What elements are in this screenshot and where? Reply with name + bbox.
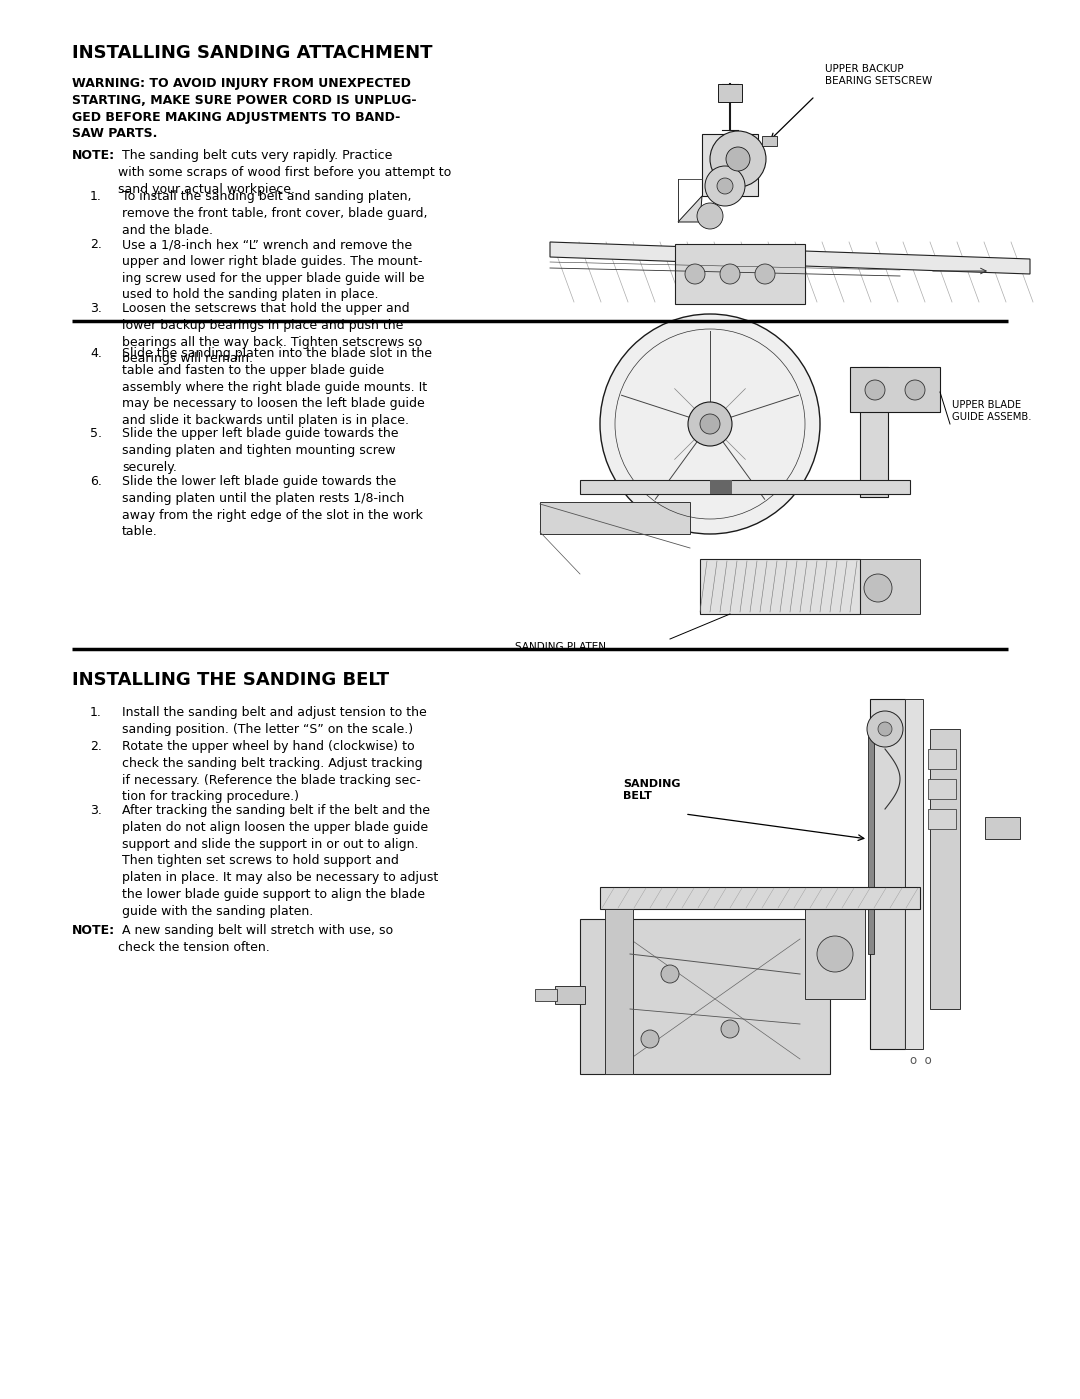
Text: NOTE:: NOTE: [72,150,116,162]
Bar [535,989,557,1002]
Text: o  o: o o [910,1053,932,1067]
Circle shape [705,166,745,206]
Bar [675,243,805,304]
Bar [600,887,920,909]
Bar [855,560,920,614]
Bar [928,748,956,769]
Circle shape [867,711,903,747]
Text: 4.: 4. [90,347,102,360]
Bar [870,700,905,1049]
Circle shape [864,574,892,602]
Text: Rotate the upper wheel by hand (clockwise) to
check the sanding belt tracking. A: Rotate the upper wheel by hand (clockwis… [122,740,422,803]
Text: SANDING
BELT: SANDING BELT [623,779,680,802]
Text: INSTALLING SANDING ATTACHMENT: INSTALLING SANDING ATTACHMENT [72,43,432,62]
Bar [850,367,940,411]
Bar [905,700,923,1049]
Text: 2.: 2. [90,740,102,753]
Text: 5.: 5. [90,427,102,441]
Text: To install the sanding belt and sanding platen,
remove the front table, front co: To install the sanding belt and sanding … [122,190,428,236]
Polygon shape [550,242,1030,274]
Bar [580,919,831,1074]
Bar [605,909,633,1074]
Text: 3.: 3. [90,302,102,315]
Circle shape [755,264,775,284]
Circle shape [685,264,705,284]
Text: Loosen the setscrews that hold the upper and
lower backup bearings in place and : Loosen the setscrews that hold the upper… [122,302,422,365]
Bar [805,909,865,999]
Circle shape [642,1030,659,1048]
Circle shape [661,965,679,983]
Bar [860,367,888,497]
Text: Use a 1/8-inch hex “L” wrench and remove the
upper and lower right blade guides.: Use a 1/8-inch hex “L” wrench and remove… [122,238,424,301]
Bar [555,986,585,1004]
Circle shape [720,264,740,284]
Text: 1.: 1. [90,706,102,719]
Circle shape [721,1020,739,1038]
Bar [930,729,960,1009]
Circle shape [905,381,924,400]
Bar [718,84,742,102]
Text: After tracking the sanding belt if the belt and the
platen do not align loosen t: After tracking the sanding belt if the b… [122,804,438,918]
Bar [702,134,758,196]
Bar [700,560,860,614]
Text: INSTALLING THE SANDING BELT: INSTALLING THE SANDING BELT [72,672,389,688]
Polygon shape [678,196,702,222]
Circle shape [710,132,766,187]
Text: Slide the sanding platen into the blade slot in the
table and fasten to the uppe: Slide the sanding platen into the blade … [122,347,432,427]
Circle shape [688,402,732,446]
Circle shape [726,147,750,171]
Bar [928,779,956,799]
Text: Slide the lower left blade guide towards the
sanding platen until the platen res: Slide the lower left blade guide towards… [122,476,423,539]
Bar [928,809,956,830]
Circle shape [865,381,885,400]
Bar [580,480,910,494]
Circle shape [697,203,723,229]
Circle shape [717,178,733,194]
Circle shape [700,414,720,434]
Text: WARNING: TO AVOID INJURY FROM UNEXPECTED
STARTING, MAKE SURE POWER CORD IS UNPLU: WARNING: TO AVOID INJURY FROM UNEXPECTED… [72,77,417,140]
Bar [540,502,690,534]
Bar [868,725,874,954]
Text: UPPER BACKUP
BEARING SETSCREW: UPPER BACKUP BEARING SETSCREW [825,64,932,85]
Text: 2.: 2. [90,238,102,250]
Text: UPPER BLADE
GUIDE ASSEMB.: UPPER BLADE GUIDE ASSEMB. [951,400,1031,422]
Bar [550,49,1030,304]
Circle shape [600,313,820,534]
Text: 1.: 1. [90,190,102,203]
Text: SANDING PLATEN: SANDING PLATEN [515,642,606,652]
Bar [530,334,1025,634]
Bar [710,480,732,494]
Text: Install the sanding belt and adjust tension to the
sanding position. (The letter: Install the sanding belt and adjust tens… [122,706,427,736]
Text: Slide the upper left blade guide towards the
sanding platen and tighten mounting: Slide the upper left blade guide towards… [122,427,399,474]
Text: NOTE:: NOTE: [72,923,116,937]
Circle shape [878,722,892,736]
Text: 3.: 3. [90,804,102,817]
Bar [762,136,777,145]
Circle shape [816,936,853,972]
Bar [550,665,1030,1088]
Text: The sanding belt cuts very rapidly. Practice
with some scraps of wood first befo: The sanding belt cuts very rapidly. Prac… [118,150,451,196]
Text: A new sanding belt will stretch with use, so
check the tension often.: A new sanding belt will stretch with use… [118,923,393,954]
Text: 6.: 6. [90,476,102,488]
Bar [985,817,1020,839]
